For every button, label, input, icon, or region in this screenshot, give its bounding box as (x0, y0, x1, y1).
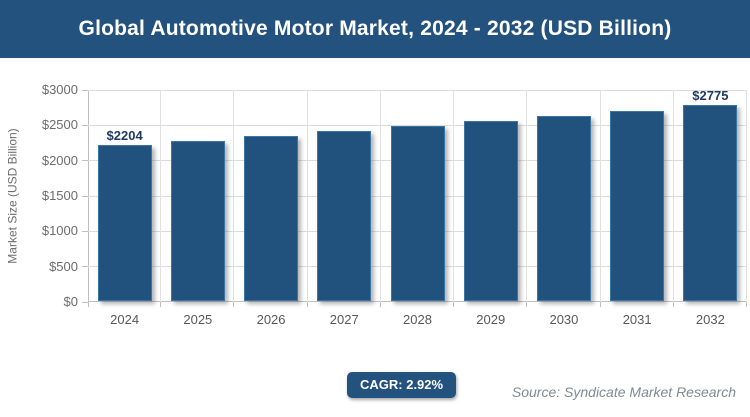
bar-2029 (463, 121, 518, 301)
x-tick-label: 2025 (183, 312, 213, 327)
x-tick-label: 2028 (403, 312, 432, 327)
y-tick-label: $1500 (41, 188, 78, 203)
v-gridline (307, 90, 308, 302)
v-gridline (453, 90, 454, 302)
source-credit: Source: Syndicate Market Research (511, 384, 736, 400)
v-gridline (160, 90, 161, 302)
bar-2031 (610, 111, 665, 301)
v-gridline (233, 90, 234, 302)
bar-value-label: $2204 (106, 128, 143, 143)
y-axis-tick (82, 160, 88, 162)
y-axis-title: Market Size (USD Billion) (0, 90, 28, 302)
v-gridline (673, 90, 674, 302)
x-axis-tick (233, 302, 234, 307)
x-tick-label: 2027 (329, 312, 359, 327)
bar-2026 (244, 136, 299, 301)
bar-2030 (536, 116, 591, 301)
y-axis-tick (82, 230, 88, 232)
bar-2027 (317, 131, 372, 301)
chart-title: Global Automotive Motor Market, 2024 - 2… (78, 17, 672, 40)
v-gridline (600, 90, 601, 302)
x-axis-tick (526, 302, 527, 307)
x-axis-tick (307, 302, 308, 307)
x-tick-label: 2030 (549, 312, 579, 327)
plot-area (82, 89, 747, 307)
title-banner: Global Automotive Motor Market, 2024 - 2… (0, 0, 750, 58)
x-axis-tick (600, 302, 601, 307)
y-axis-tick (82, 266, 88, 268)
h-gridline (88, 89, 747, 91)
v-gridline (526, 90, 527, 302)
bar-2025 (170, 141, 225, 301)
y-tick-label: $1000 (41, 223, 78, 239)
y-tick-label: $2000 (41, 152, 78, 168)
y-axis-tick (82, 89, 88, 91)
x-axis-tick (160, 302, 161, 307)
y-tick-label: $0 (63, 294, 78, 309)
y-axis-title-text: Market Size (USD Billion) (6, 128, 20, 264)
y-axis-line (88, 90, 89, 307)
v-gridline (746, 90, 747, 302)
y-axis-tick (82, 124, 88, 126)
x-axis-tick (673, 302, 674, 307)
cagr-badge: CAGR: 2.92% (347, 372, 457, 398)
x-tick-label: 2029 (476, 312, 506, 327)
y-tick-label: $500 (49, 258, 78, 274)
x-axis-tick (746, 302, 747, 307)
x-tick-label: 2026 (256, 312, 286, 327)
x-tick-label: 2031 (622, 312, 652, 327)
y-axis-tick (82, 195, 88, 197)
h-gridline (88, 124, 747, 126)
y-tick-label: $3000 (41, 82, 78, 97)
y-axis-tick (82, 301, 88, 303)
v-gridline (380, 90, 381, 302)
bar-2032 (683, 105, 738, 301)
bar-2028 (390, 126, 445, 301)
x-tick-label: 2032 (695, 312, 725, 327)
x-axis-line (88, 301, 747, 302)
bar-2024 (97, 145, 152, 301)
bar-value-label: $2775 (692, 88, 729, 103)
y-tick-label: $2500 (41, 117, 78, 133)
x-axis-tick (380, 302, 381, 307)
x-tick-label: 2024 (110, 312, 140, 327)
x-axis-tick (453, 302, 454, 307)
